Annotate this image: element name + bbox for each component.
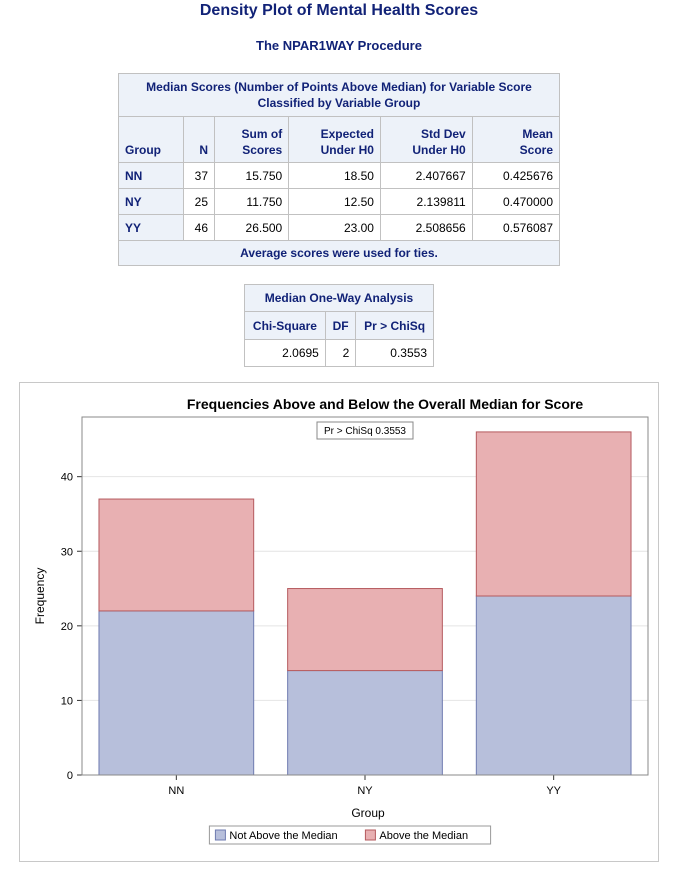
bar-segment [98, 498, 255, 612]
header-sum-of-scores: Sum of Scores [213, 116, 290, 163]
table-row: 2.0695 2 0.3553 [244, 339, 434, 367]
bar-segment [287, 670, 443, 776]
cell-mean: 0.576087 [471, 214, 561, 241]
header-expected: Expected Under H0 [288, 116, 381, 163]
cell-mean: 0.470000 [471, 188, 561, 215]
bar-segment [475, 595, 632, 776]
legend-label: Above the Median [379, 830, 468, 842]
cell-mean: 0.425676 [471, 162, 561, 189]
page-title: Density Plot of Mental Health Scores [199, 2, 479, 19]
oneway-caption: Median One-Way Analysis [244, 284, 434, 312]
row-label: NN [118, 162, 184, 189]
header-pr-chisq: Pr > ChiSq [355, 311, 434, 340]
x-axis-label: Group [351, 806, 385, 820]
median-scores-caption: Median Scores (Number of Points Above Me… [118, 73, 560, 117]
table-row: NY 25 11.750 12.50 2.139811 0.470000 [118, 188, 561, 215]
y-axis-label: Frequency [33, 568, 47, 625]
x-tick-label: NN [168, 785, 184, 797]
bar-segment [98, 610, 255, 776]
cell-expected: 23.00 [288, 214, 381, 241]
caption-line-2: Classified by Variable Group [257, 96, 421, 110]
cell-stddev: 2.139811 [379, 188, 473, 215]
cell-sum: 26.500 [213, 214, 290, 241]
cell-sum: 11.750 [213, 188, 290, 215]
header-df: DF [324, 311, 357, 340]
cell-stddev: 2.508656 [379, 214, 473, 241]
y-tick-label: 0 [67, 770, 73, 782]
cell-df: 2 [324, 339, 357, 367]
table-row: YY 46 26.500 23.00 2.508656 0.576087 [118, 214, 561, 241]
y-tick-label: 20 [61, 621, 73, 633]
y-tick-label: 10 [61, 695, 73, 707]
header-chi-square: Chi-Square [244, 311, 326, 340]
legend-box [208, 825, 492, 845]
cell-chi-square: 2.0695 [244, 339, 326, 367]
caption-line-1: Median Scores (Number of Points Above Me… [146, 80, 532, 94]
legend-swatch [214, 829, 226, 841]
header-mean-score: Mean Score [471, 116, 561, 163]
header-group: Group [118, 116, 184, 163]
y-tick-label: 40 [61, 472, 73, 484]
header-std-dev: Std Dev Under H0 [379, 116, 473, 163]
table-row: NN 37 15.750 18.50 2.407667 0.425676 [118, 162, 561, 189]
cell-pr-chisq: 0.3553 [355, 339, 434, 367]
bar-segment [287, 588, 443, 672]
row-label: YY [118, 214, 184, 241]
oneway-analysis-table: Median One-Way Analysis Chi-Square DF Pr… [244, 284, 434, 367]
row-label: NY [118, 188, 184, 215]
cell-stddev: 2.407667 [379, 162, 473, 189]
median-scores-table: Median Scores (Number of Points Above Me… [118, 73, 561, 266]
x-tick-label: YY [546, 785, 561, 797]
chart-title: Frequencies Above and Below the Overall … [187, 396, 583, 412]
cell-n: 46 [183, 214, 215, 241]
inset-box [316, 421, 414, 440]
procedure-title: The NPAR1WAY Procedure [256, 38, 422, 53]
legend-swatch [364, 829, 376, 841]
y-tick-label: 30 [61, 546, 73, 558]
cell-n: 25 [183, 188, 215, 215]
table-header-row: Group N Sum of Scores Expected Under H0 St… [118, 116, 561, 163]
cell-expected: 12.50 [288, 188, 381, 215]
bar-segment [475, 431, 632, 597]
table-footnote: Average scores were used for ties. [118, 240, 560, 266]
plot-area-frame [81, 416, 649, 776]
cell-n: 37 [183, 162, 215, 189]
cell-sum: 15.750 [213, 162, 290, 189]
chart-frame: Frequencies Above and Below the Overall … [19, 382, 659, 862]
cell-expected: 18.50 [288, 162, 381, 189]
header-n: N [183, 116, 215, 163]
x-tick-label: NY [357, 785, 373, 797]
stacked-bar-chart: Frequencies Above and Below the Overall … [33, 396, 649, 845]
legend-label: Not Above the Median [229, 830, 337, 842]
inset-text: Pr > ChiSq 0.3553 [324, 426, 406, 437]
